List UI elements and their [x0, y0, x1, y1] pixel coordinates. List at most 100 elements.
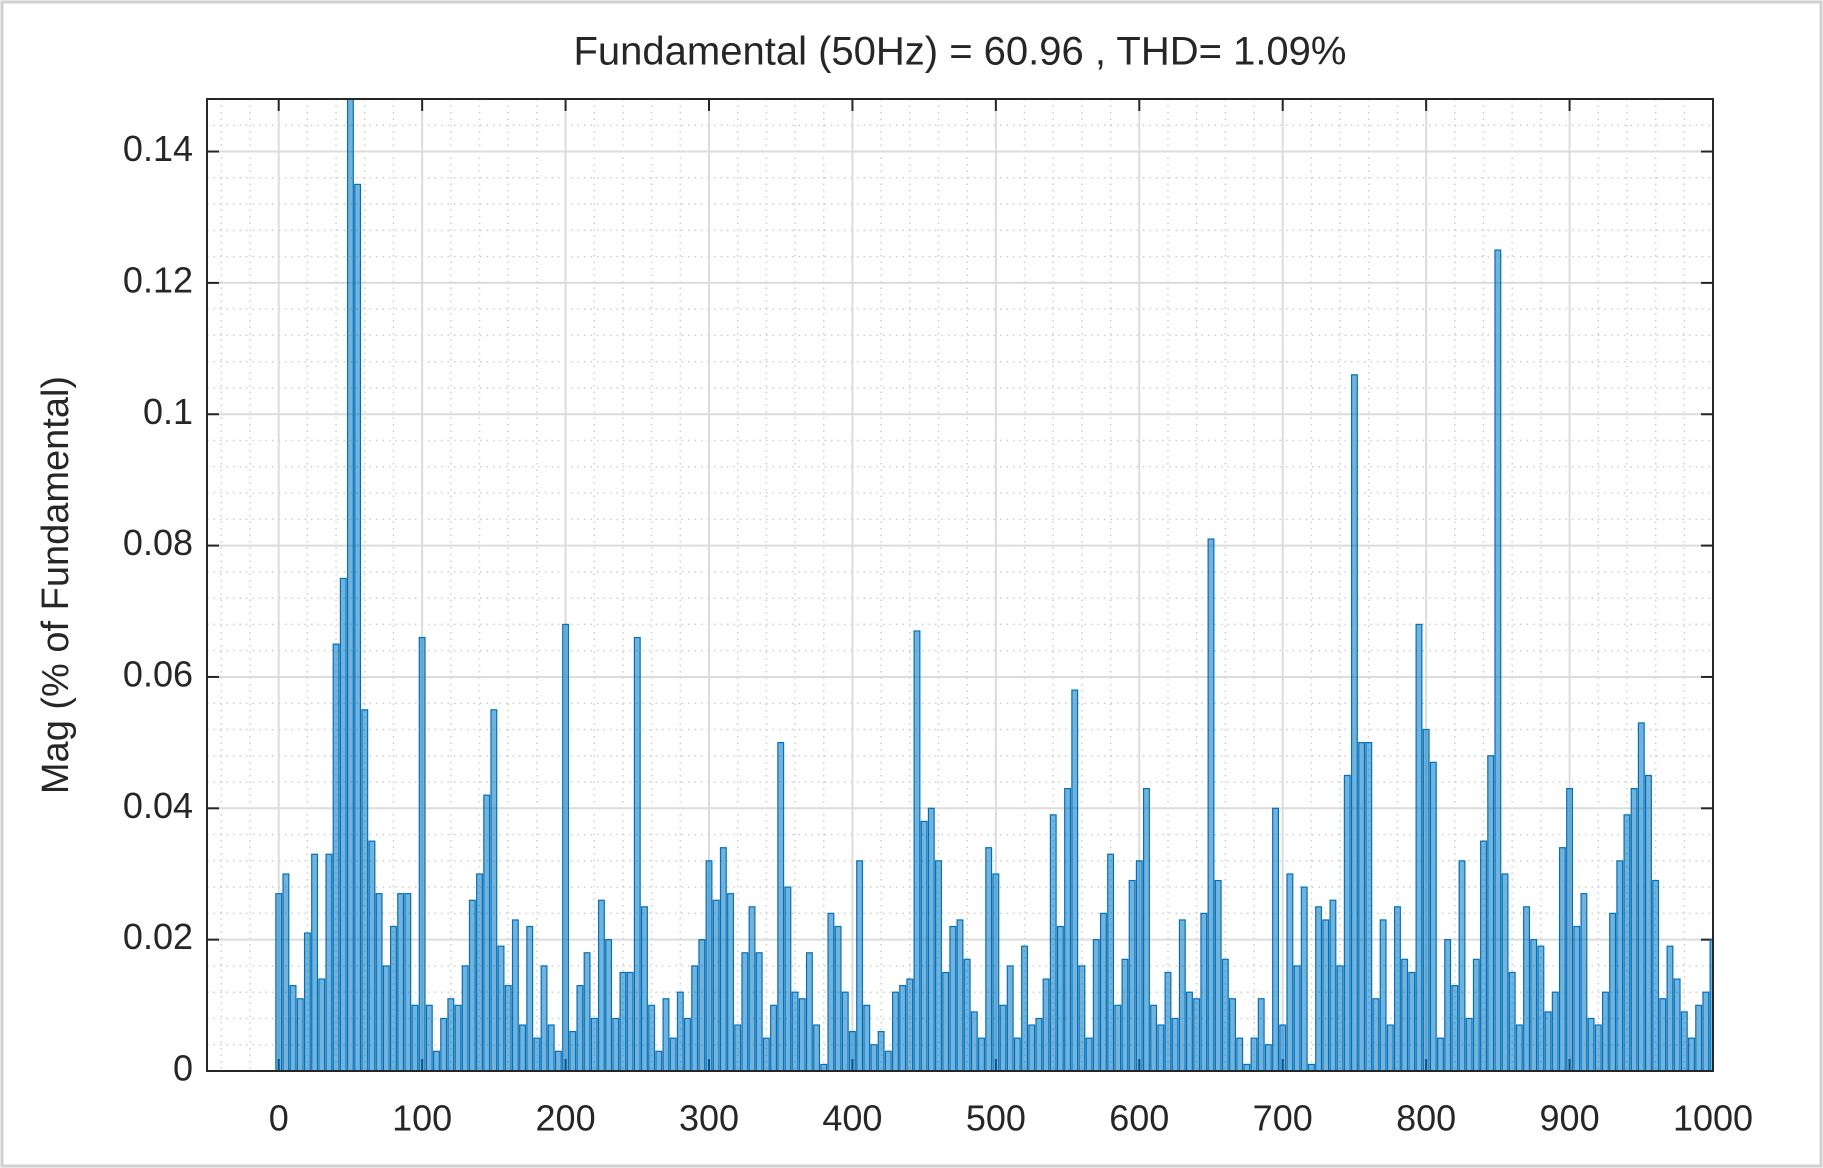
bar: [727, 893, 734, 1071]
bar: [992, 873, 1000, 1071]
bar: [562, 623, 570, 1071]
bar: [1451, 985, 1459, 1071]
bar: [1702, 991, 1710, 1071]
y-tick-label: 0.02: [123, 916, 193, 957]
bar: [1551, 991, 1559, 1071]
bar: [942, 971, 950, 1071]
bar: [863, 1004, 871, 1071]
bar: [684, 1017, 691, 1071]
bar: [626, 971, 634, 1071]
bar: [1659, 998, 1667, 1071]
bar: [533, 1037, 541, 1071]
bar: [1257, 998, 1265, 1071]
x-tick-label: 700: [1253, 1098, 1313, 1139]
bar: [1401, 958, 1409, 1071]
bar: [576, 985, 584, 1071]
x-tick-label: 200: [536, 1098, 596, 1139]
bar: [375, 893, 383, 1071]
bar: [1164, 971, 1172, 1071]
bar: [1121, 958, 1129, 1071]
bar: [433, 1050, 440, 1071]
bar: [447, 998, 455, 1071]
bar: [1329, 899, 1337, 1071]
x-tick-label: 100: [392, 1098, 452, 1139]
bar: [1013, 1037, 1021, 1071]
bar: [813, 1024, 821, 1071]
bar: [927, 807, 935, 1071]
bar: [841, 991, 849, 1071]
bar: [640, 906, 648, 1071]
bar: [1379, 919, 1387, 1071]
bar: [691, 965, 699, 1071]
bar: [368, 840, 376, 1071]
bar: [554, 1050, 562, 1071]
bar: [884, 1050, 892, 1071]
bar: [1515, 1024, 1523, 1071]
bar: [970, 1011, 978, 1071]
bar: [1630, 787, 1638, 1071]
x-tick-label: 800: [1396, 1098, 1456, 1139]
bar: [870, 1044, 878, 1071]
bar: [1386, 1024, 1394, 1071]
bar: [1580, 893, 1588, 1071]
bar: [1623, 814, 1631, 1071]
bar: [877, 1030, 885, 1071]
bar: [325, 853, 333, 1071]
y-tick-label: 0.08: [123, 522, 193, 563]
bar: [906, 978, 914, 1071]
bar: [805, 952, 813, 1071]
bar: [1035, 1017, 1043, 1071]
bar: [612, 1017, 620, 1071]
y-axis-label: Mag (% of Fundamental): [35, 376, 77, 794]
bar: [1501, 873, 1509, 1071]
bar: [547, 1024, 555, 1071]
bar: [1064, 787, 1072, 1071]
bar: [770, 1004, 778, 1071]
bar: [289, 985, 297, 1071]
bar: [354, 183, 362, 1071]
bar: [1264, 1044, 1272, 1071]
bar: [1114, 1004, 1122, 1071]
bar: [1157, 1024, 1165, 1071]
bar: [1092, 939, 1100, 1071]
bar: [1207, 538, 1215, 1071]
bar: [382, 965, 390, 1071]
bar: [1472, 958, 1480, 1071]
bar: [648, 1004, 656, 1071]
x-tick-label: 0: [269, 1098, 289, 1139]
bar: [1422, 728, 1430, 1071]
bar: [963, 958, 971, 1071]
bar: [411, 1004, 419, 1071]
bar: [519, 1024, 527, 1071]
bar: [1135, 860, 1143, 1071]
bar: [583, 952, 591, 1071]
bar: [311, 853, 319, 1071]
bar: [827, 912, 835, 1071]
bar: [303, 932, 311, 1071]
bar: [1200, 912, 1208, 1071]
bar: [719, 847, 727, 1071]
bar: [1616, 860, 1624, 1071]
bar: [755, 952, 763, 1071]
bar: [1293, 965, 1301, 1071]
bar: [597, 899, 605, 1071]
x-tick-label: 600: [1109, 1098, 1169, 1139]
bar: [397, 893, 405, 1071]
bar: [1322, 919, 1330, 1071]
bar: [784, 886, 792, 1071]
bar: [834, 925, 842, 1071]
bar: [1078, 965, 1086, 1071]
bar: [655, 1050, 663, 1071]
bar: [1465, 1017, 1473, 1071]
bar: [1150, 1004, 1158, 1071]
bar: [1544, 1011, 1552, 1071]
bar: [1236, 1037, 1244, 1071]
bar: [1186, 991, 1193, 1071]
bar: [1680, 1011, 1688, 1071]
bar: [339, 577, 347, 1071]
y-tick-label: 0.04: [123, 785, 193, 826]
bar: [748, 906, 756, 1071]
bar: [1429, 761, 1437, 1071]
bar: [949, 925, 957, 1071]
